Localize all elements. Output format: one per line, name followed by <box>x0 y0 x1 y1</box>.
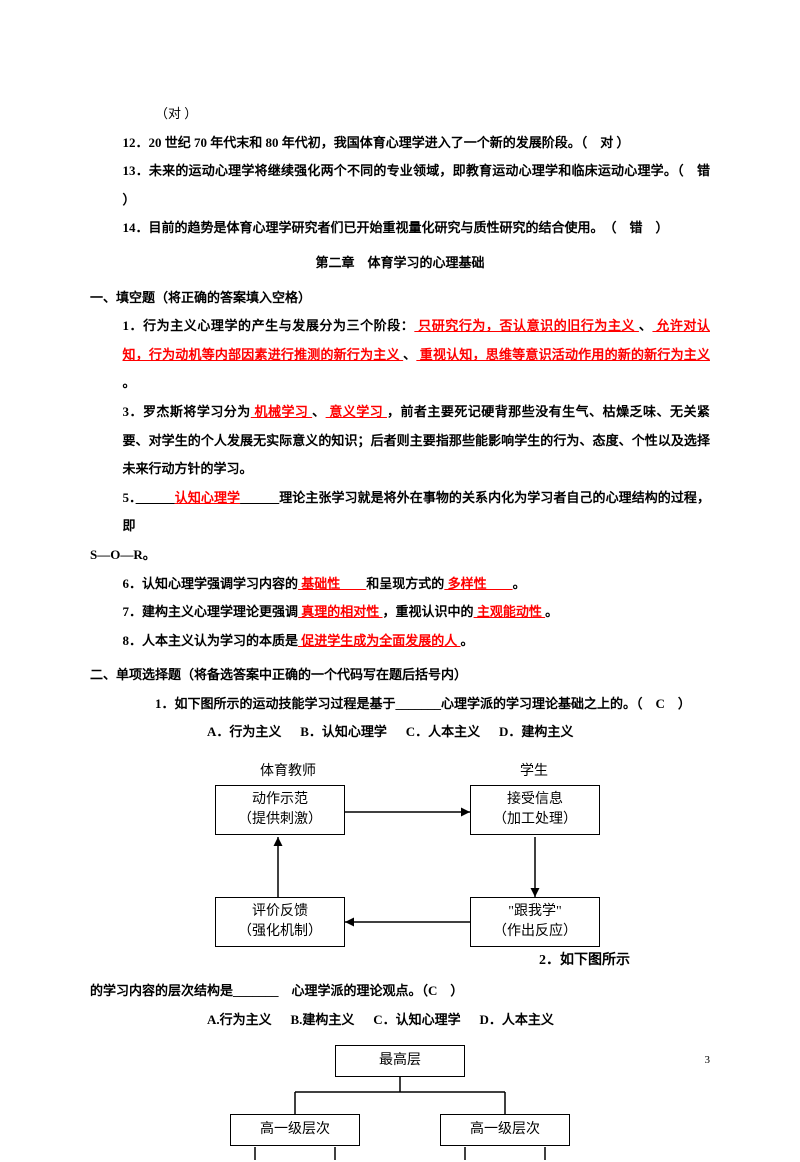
fill3-sep1: 、 <box>312 404 325 419</box>
fill1-pre: 行为主义心理学的产生与发展分为三个阶段： <box>143 318 414 333</box>
tree-diagram: 最高层 高一级层次 高一级层次 <box>190 1042 610 1162</box>
box-follow-l2: （作出反应） <box>471 922 599 942</box>
page-number: 3 <box>705 1048 711 1072</box>
q12-num: 12． <box>123 135 149 150</box>
box-demo: 动作示范 （提供刺激） <box>215 785 345 835</box>
label-teacher: 体育教师 <box>260 757 316 788</box>
box-feedback: 评价反馈 （强化机制） <box>215 897 345 947</box>
flowchart-diagram: 体育教师 学生 动作示范 （提供刺激） 接受信息 （加工处理） 评价反馈 （强化… <box>170 757 630 977</box>
fill-3: 3．罗杰斯将学习分为 机械学习 、 意义学习 ，前者主要死记硬背那些没有生气、枯… <box>90 398 710 484</box>
box-feedback-l2: （强化机制） <box>216 922 344 942</box>
mc2-opt-c: C．认知心理学 <box>373 1012 460 1027</box>
q13: 13．未来的运动心理学将继续强化两个不同的专业领域，即教育运动心理学和临床运动心… <box>90 157 710 214</box>
fill5-b1: 认知心理学 <box>175 490 240 505</box>
q13-num: 13． <box>123 163 149 178</box>
mc1-opt-b: B．认知心理学 <box>300 724 387 739</box>
fill8-end: 。 <box>461 633 474 648</box>
mc1-text: 如下图所示的运动技能学习过程是基于_______心理学派的学习理论基础之上的。（… <box>175 696 691 711</box>
mc1-opt-c: C．人本主义 <box>406 724 480 739</box>
fill1-end: 。 <box>123 375 136 390</box>
fill6-b2: 多样性 <box>444 576 512 591</box>
mc2-cont: 的学习内容的层次结构是_______ 心理学派的理论观点。（C ） <box>90 977 710 1006</box>
box-demo-l2: （提供刺激） <box>216 810 344 830</box>
fill1-b3: 重视认知，思维等意识活动作用的新的新行为主义 <box>416 347 710 362</box>
mc1-opt-a: A．行为主义 <box>207 724 281 739</box>
fill3-num: 3． <box>123 404 143 419</box>
q13-text: 未来的运动心理学将继续强化两个不同的专业领域，即教育运动心理学和临床运动心理学。… <box>123 163 710 207</box>
tree-top: 最高层 <box>335 1045 465 1077</box>
fill7-mid: ，重视认识中的 <box>383 604 474 619</box>
chapter-title: 第二章 体育学习的心理基础 <box>90 249 710 278</box>
mc2-num: 2． <box>539 953 560 968</box>
section-2-title: 二、单项选择题（将备选答案中正确的一个代码写在题后括号内） <box>90 661 710 690</box>
fill7-b1: 真理的相对性 <box>298 604 383 619</box>
fill3-b2: 意义学习 <box>326 404 387 419</box>
fill6-b1: 基础性 <box>298 576 366 591</box>
q12: 12．20 世纪 70 年代末和 80 年代初，我国体育心理学进入了一个新的发展… <box>90 129 710 158</box>
fill1-b1: 只研究行为，否认意识的旧行为主义 <box>414 318 639 333</box>
fill-1: 1．行为主义心理学的产生与发展分为三个阶段： 只研究行为，否认意识的旧行为主义 … <box>90 312 710 398</box>
q-pre: （对 ） <box>90 100 710 129</box>
tree-left: 高一级层次 <box>230 1114 360 1146</box>
fill6-num: 6． <box>123 576 143 591</box>
fill1-sep2: 、 <box>403 347 416 362</box>
box-receive-l1: 接受信息 <box>471 790 599 810</box>
q14-num: 14． <box>123 220 149 235</box>
box-receive: 接受信息 （加工处理） <box>470 785 600 835</box>
fill6-mid: 和呈现方式的 <box>366 576 444 591</box>
mc2-opt-b: B.建构主义 <box>290 1012 354 1027</box>
fill7-pre: 建构主义心理学理论更强调 <box>142 604 298 619</box>
fill1-sep1: 、 <box>639 318 653 333</box>
fill6-end: 。 <box>513 576 526 591</box>
label-student: 学生 <box>520 757 548 788</box>
fill-8: 8．人本主义认为学习的本质是 促进学生成为全面发展的人 。 <box>90 627 710 656</box>
mc2-opt-a: A.行为主义 <box>207 1012 272 1027</box>
tree-right: 高一级层次 <box>440 1114 570 1146</box>
fill-7: 7．建构主义心理学理论更强调 真理的相对性 ，重视认识中的 主观能动性 。 <box>90 598 710 627</box>
mc2-opt-d: D．人本主义 <box>479 1012 553 1027</box>
fill5-blankpre <box>136 490 175 505</box>
box-follow-l1: "跟我学" <box>471 902 599 922</box>
fill8-b1: 促进学生成为全面发展的人 <box>298 633 461 648</box>
box-receive-l2: （加工处理） <box>471 810 599 830</box>
fill3-pre: 罗杰斯将学习分为 <box>143 404 251 419</box>
mc2-tail: 2．如下图所示 <box>539 946 630 977</box>
box-feedback-l1: 评价反馈 <box>216 902 344 922</box>
fill5-blankpost <box>240 490 279 505</box>
fill7-end: 。 <box>545 604 558 619</box>
box-demo-l1: 动作示范 <box>216 790 344 810</box>
mc2-options: A.行为主义 B.建构主义 C．认知心理学 D．人本主义 <box>90 1006 710 1035</box>
fill7-num: 7． <box>123 604 143 619</box>
q14: 14．目前的趋势是体育心理学研究者们已开始重视量化研究与质性研究的结合使用。 （… <box>90 214 710 243</box>
fill1-num: 1． <box>123 318 144 333</box>
mc2-tailtext: 如下图所示 <box>560 953 630 968</box>
fill3-b1: 机械学习 <box>251 404 312 419</box>
mc1-num: 1． <box>155 696 175 711</box>
box-follow: "跟我学" （作出反应） <box>470 897 600 947</box>
fill-5-line2: S—O—R。 <box>90 541 710 570</box>
fill5-num: 5． <box>123 490 136 505</box>
fill-6: 6．认知心理学强调学习内容的 基础性 和呈现方式的 多样性 。 <box>90 570 710 599</box>
section-1-title: 一、填空题（将正确的答案填入空格） <box>90 284 710 313</box>
fill8-num: 8． <box>123 633 143 648</box>
fill8-pre: 人本主义认为学习的本质是 <box>142 633 298 648</box>
mc1-opt-d: D．建构主义 <box>499 724 573 739</box>
fill-5: 5． 认知心理学 理论主张学习就是将外在事物的关系内化为学习者自己的心理结构的过… <box>90 484 710 541</box>
q14-text: 目前的趋势是体育心理学研究者们已开始重视量化研究与质性研究的结合使用。 （ 错 … <box>149 220 669 235</box>
mc1-options: A．行为主义 B．认知心理学 C．人本主义 D．建构主义 <box>90 718 710 747</box>
q12-text: 20 世纪 70 年代末和 80 年代初，我国体育心理学进入了一个新的发展阶段。… <box>149 135 630 150</box>
mc-1: 1．如下图所示的运动技能学习过程是基于_______心理学派的学习理论基础之上的… <box>90 690 710 719</box>
fill7-b2: 主观能动性 <box>474 604 546 619</box>
fill6-pre: 认知心理学强调学习内容的 <box>142 576 298 591</box>
